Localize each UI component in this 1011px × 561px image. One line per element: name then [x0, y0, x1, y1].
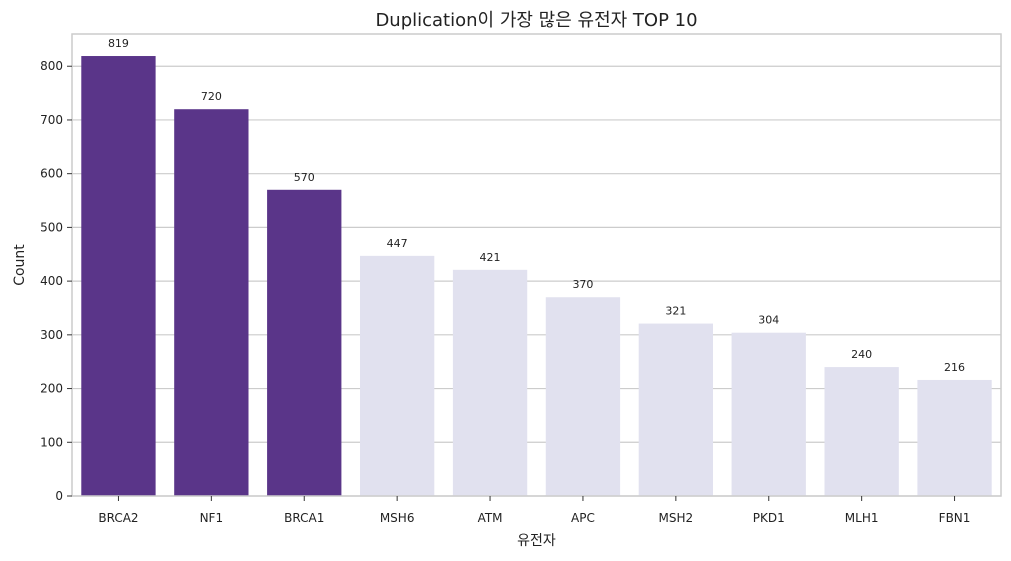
value-label-pkd1: 304	[758, 314, 779, 327]
value-labels: 819 720 570 447 421 370 321 304 240 216	[108, 37, 965, 374]
bar-brca1	[267, 189, 342, 496]
value-label-msh2: 321	[665, 305, 686, 318]
value-label-mlh1: 240	[851, 348, 872, 361]
value-label-fbn1: 216	[944, 361, 965, 374]
bar-fbn1	[917, 379, 992, 496]
bar-pkd1	[731, 332, 806, 496]
y-tick-label: 600	[40, 167, 63, 181]
x-axis-ticks: BRCA2 NF1 BRCA1 MSH6 ATM APC MSH2 PKD1 MLH1 FBN1	[98, 496, 970, 525]
bar-nf1	[174, 109, 249, 497]
bar-brca2	[81, 56, 156, 497]
x-tick-label-fbn1: FBN1	[939, 511, 971, 525]
value-label-msh6: 447	[387, 237, 408, 250]
value-label-atm: 421	[480, 251, 501, 264]
x-tick-label-brca2: BRCA2	[98, 511, 138, 525]
y-tick-label: 800	[40, 59, 63, 73]
x-tick-label-msh6: MSH6	[380, 511, 415, 525]
bar-atm	[452, 269, 528, 496]
x-tick-label-mlh1: MLH1	[845, 511, 879, 525]
plot-frame	[71, 33, 1002, 497]
chart-title: Duplication이 가장 많은 유전자 TOP 10	[375, 10, 697, 31]
x-tick-label-pkd1: PKD1	[753, 511, 785, 525]
y-axis-label: Count	[12, 244, 28, 286]
bar-apc	[545, 297, 621, 496]
y-tick-label: 400	[40, 274, 63, 288]
bar-msh2	[638, 323, 714, 496]
value-label-brca2: 819	[108, 37, 129, 50]
y-tick-label: 0	[55, 489, 63, 503]
value-label-brca1: 570	[294, 171, 315, 184]
x-tick-label-apc: APC	[571, 511, 595, 525]
x-tick-label-nf1: NF1	[200, 511, 224, 525]
y-tick-label: 300	[40, 328, 63, 342]
y-tick-label: 200	[40, 382, 63, 396]
y-tick-label: 500	[40, 220, 63, 234]
y-tick-label: 700	[40, 113, 63, 127]
value-label-apc: 370	[572, 278, 593, 291]
bar-mlh1	[824, 367, 899, 496]
y-tick-label: 100	[40, 435, 63, 449]
value-label-nf1: 720	[201, 90, 222, 103]
x-tick-label-atm: ATM	[478, 511, 503, 525]
bar-msh6	[359, 255, 435, 496]
y-axis-ticks: 0 100 200 300 400 500 600 700 800	[40, 59, 72, 503]
x-tick-label-msh2: MSH2	[659, 511, 694, 525]
x-axis-label: 유전자	[517, 533, 556, 549]
x-tick-label-brca1: BRCA1	[284, 511, 324, 525]
bars	[81, 56, 992, 497]
